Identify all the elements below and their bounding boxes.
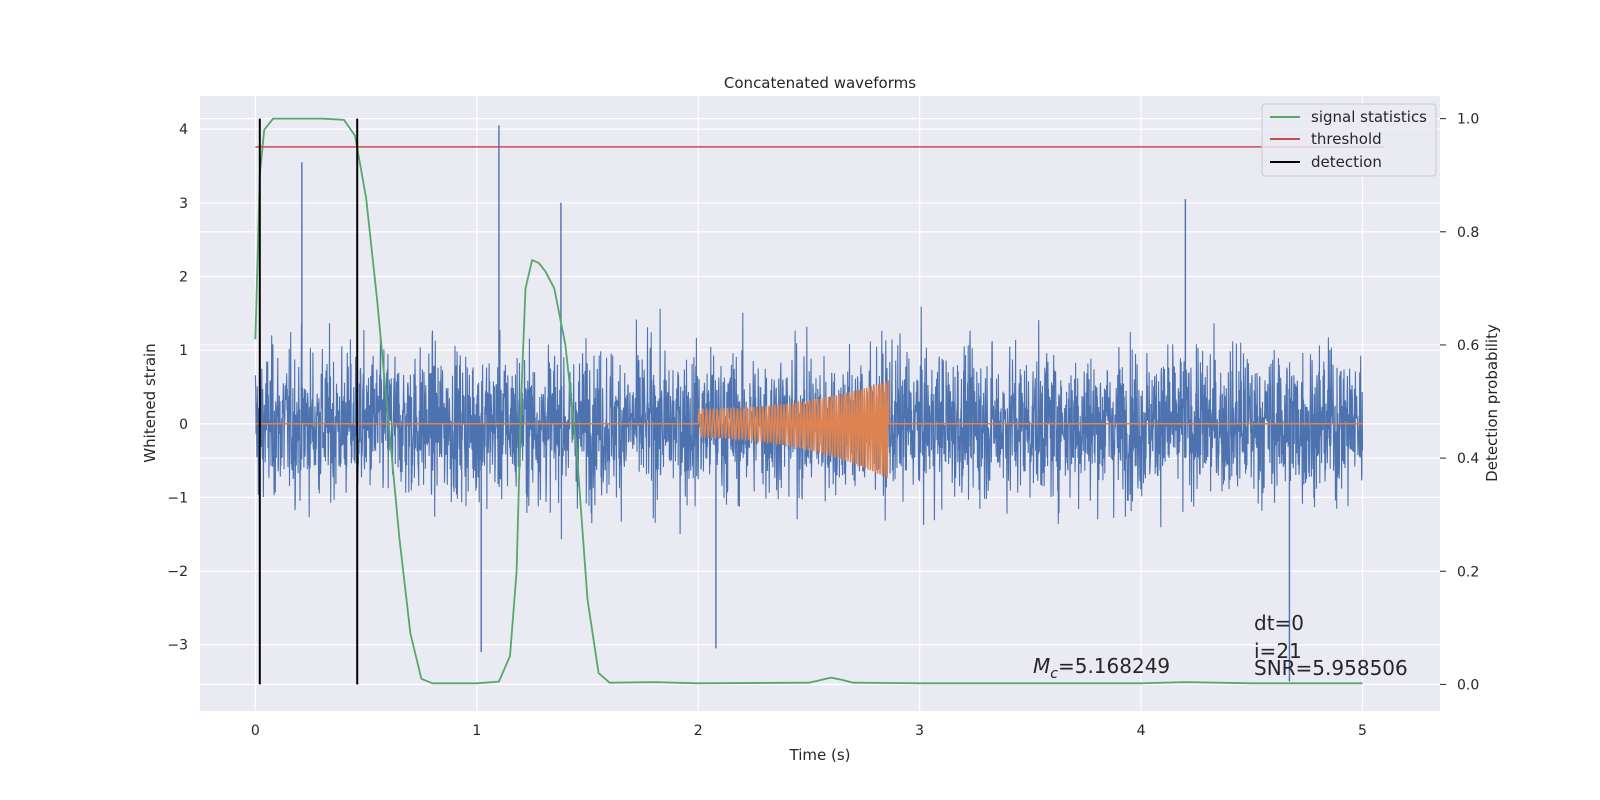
y-tick-label: 1 [179, 343, 188, 359]
mc-subscript: c [1050, 666, 1058, 682]
y-tick-label: 2 [179, 269, 188, 285]
y-tick-label: −3 [167, 638, 188, 654]
annotations: Mc=5.168249 dt=0 i=21 SNR=5.958506 [1033, 611, 1408, 682]
legend-label-threshold: threshold [1311, 130, 1382, 148]
chirp-series [255, 379, 1363, 479]
x-tick-label: 5 [1358, 723, 1367, 739]
probability-overlay [254, 117, 1385, 685]
y2-tick-label: 1.0 [1457, 112, 1479, 128]
y-axis-label: Whitened strain [141, 343, 159, 462]
chirp-trace [255, 379, 1363, 479]
axis-ticks: 0 1 2 3 4 5 −3 −2 −1 0 1 2 3 4 0.0 0.2 0.4 0.6 0.8 1.0 [167, 112, 1479, 739]
mc-value: =5.168249 [1058, 654, 1170, 678]
chart-title: Concatenated waveforms [724, 74, 916, 92]
x-tick-label: 2 [694, 723, 703, 739]
y2-tick-label: 0.2 [1457, 564, 1479, 580]
y-tick-label: −2 [167, 564, 188, 580]
x-axis-label: Time (s) [789, 746, 851, 764]
x-tick-label: 4 [1137, 723, 1146, 739]
x-tick-label: 3 [915, 723, 924, 739]
signal-statistics-line [254, 117, 1363, 685]
y-tick-label: −1 [167, 490, 188, 506]
y2-tick-label: 0.0 [1457, 677, 1479, 693]
y-tick-label: 3 [179, 196, 188, 212]
legend-box [1261, 103, 1437, 177]
mc-symbol: M [1033, 654, 1050, 678]
y-tick-label: 4 [179, 122, 188, 138]
mc-annotation: Mc=5.168249 [1033, 654, 1170, 682]
legend-label-signal-statistics: signal statistics [1311, 108, 1427, 126]
y2-tick-label: 0.4 [1457, 451, 1479, 467]
y2-tick-label: 0.8 [1457, 225, 1479, 241]
y-tick-label: 0 [179, 417, 188, 433]
i-annotation: i=21 [1254, 639, 1302, 663]
legend: signal statistics threshold detection [1261, 103, 1437, 177]
y2-tick-label: 0.6 [1457, 338, 1479, 354]
legend-label-detection: detection [1311, 153, 1382, 171]
y2-axis-label: Detection probability [1483, 324, 1501, 482]
snr-annotation: SNR=5.958506 [1254, 656, 1408, 680]
x-tick-label: 0 [251, 723, 260, 739]
x-tick-label: 1 [472, 723, 481, 739]
dt-annotation: dt=0 [1254, 611, 1304, 635]
